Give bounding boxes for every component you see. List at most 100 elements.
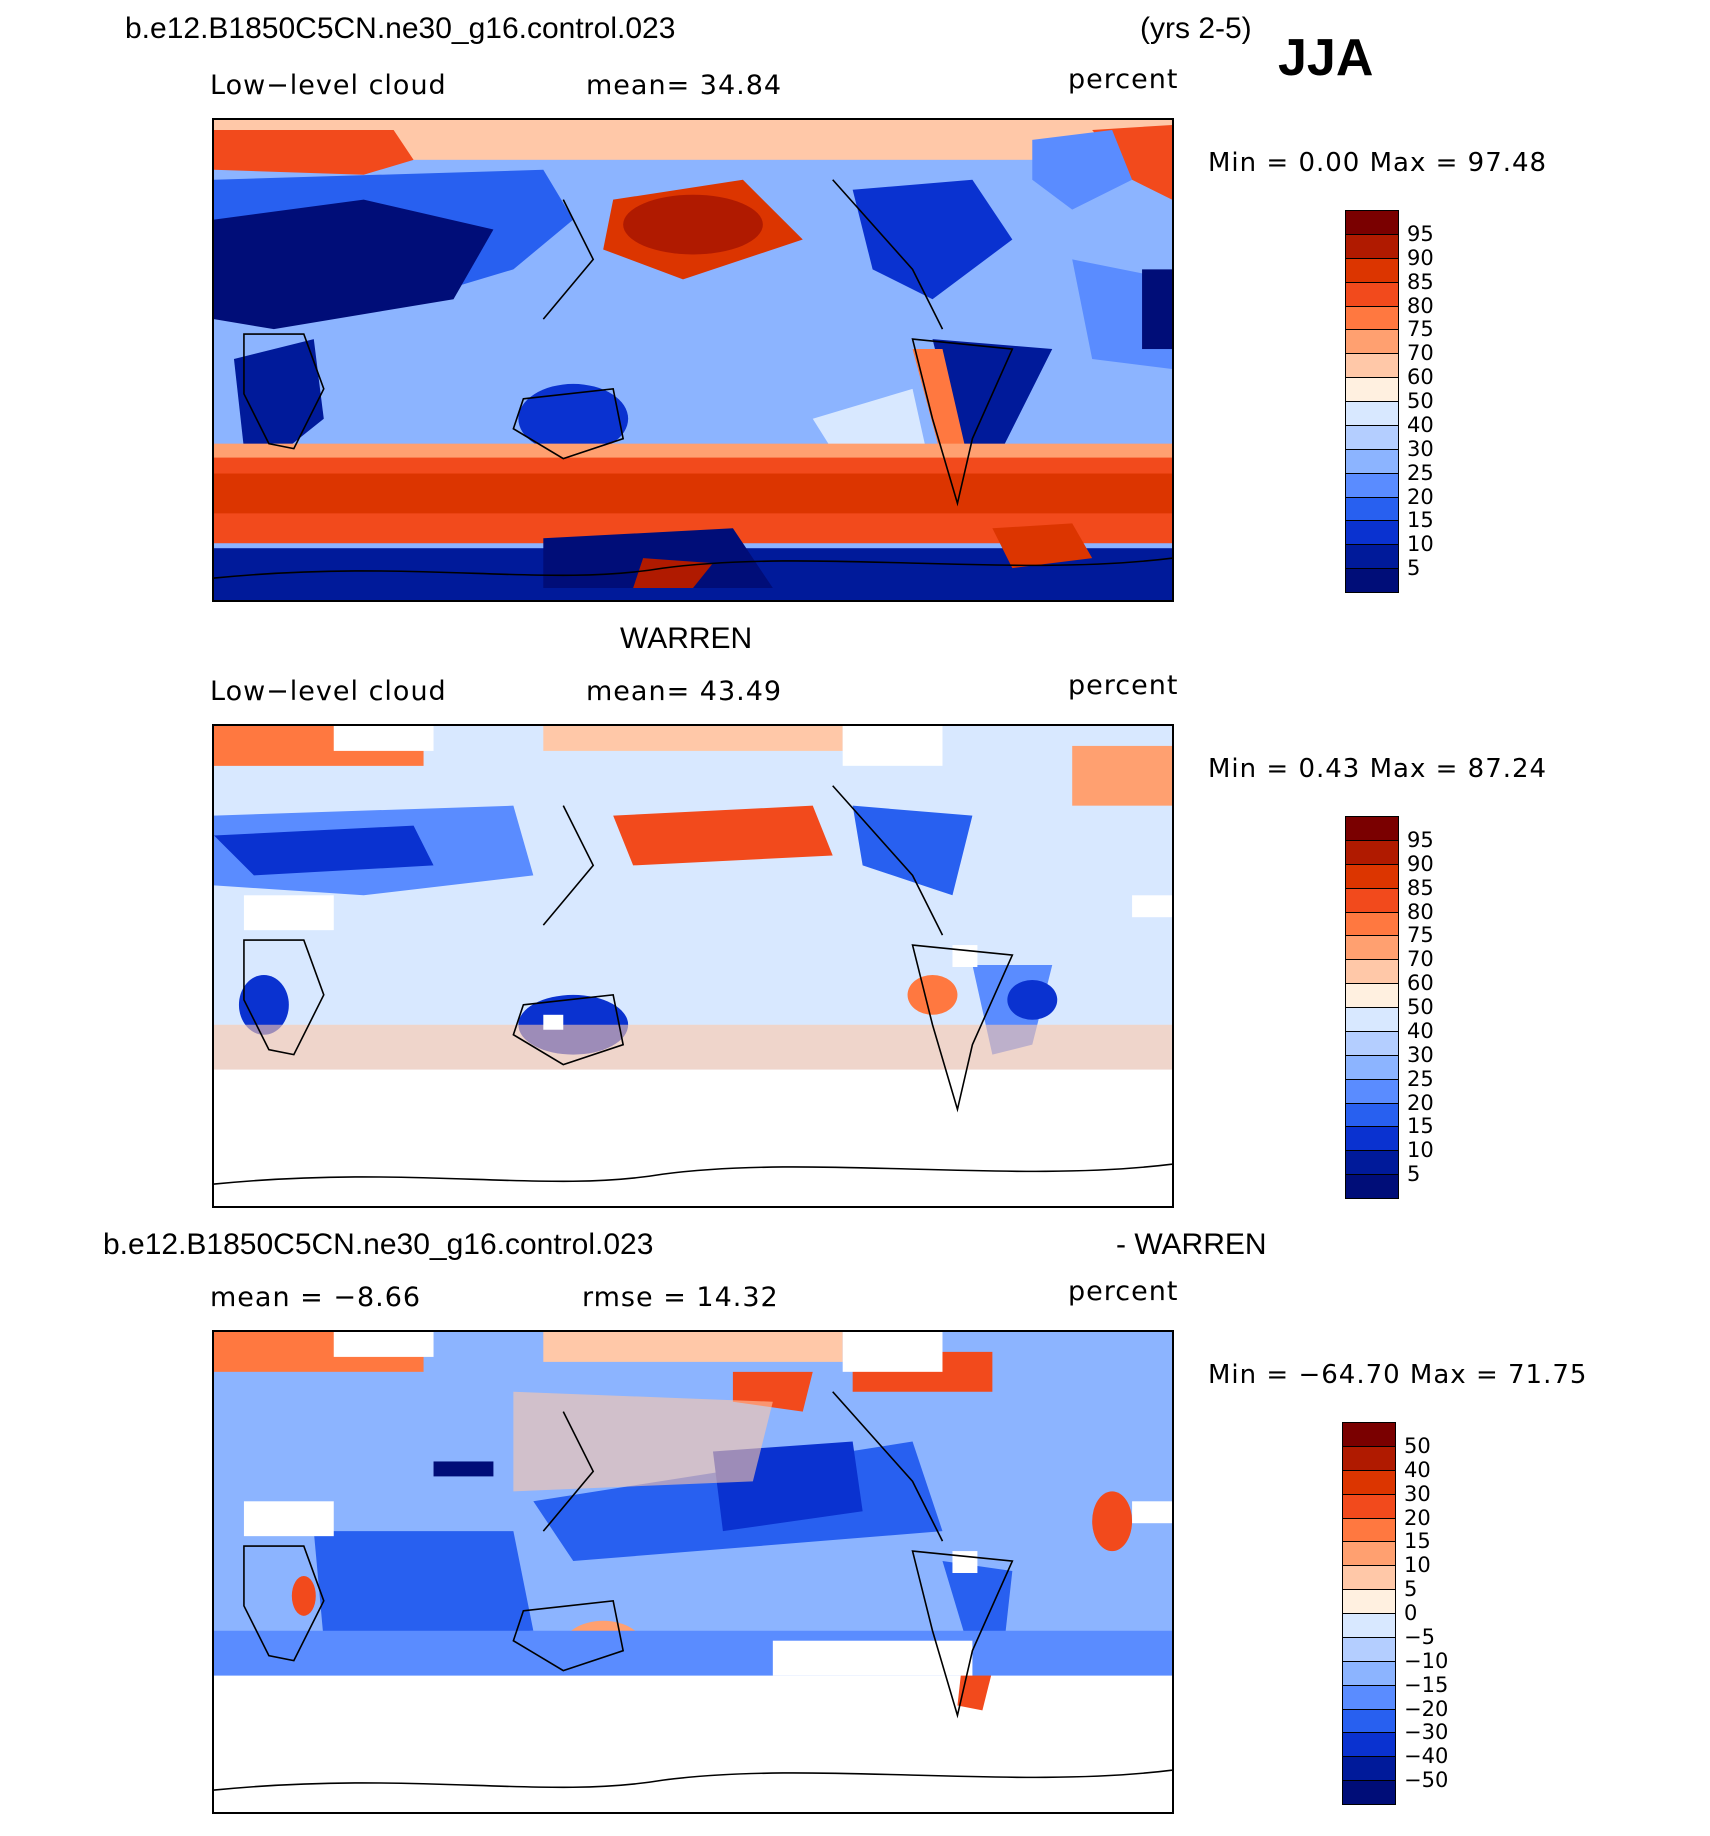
colorbar-swatch [1342,1541,1396,1567]
colorbar-label: 15 [1407,1114,1434,1139]
colorbar-swatch [1342,1780,1396,1805]
colorbar-label: 15 [1407,508,1434,533]
colorbar-label: −5 [1404,1624,1435,1649]
panel2-mean: mean= 43.49 [586,676,783,707]
colorbar-swatch [1345,816,1399,841]
colorbar-swatch [1345,544,1399,570]
colorbar-label: 40 [1407,1018,1434,1043]
colorbar-swatch [1345,1150,1399,1176]
colorbar-label: 85 [1407,269,1434,294]
colorbar-swatch [1345,863,1399,889]
colorbar-label: −30 [1404,1720,1449,1745]
panel2-map [212,724,1174,1208]
colorbar-label: 40 [1404,1457,1431,1482]
panel2-title: WARREN [620,622,753,655]
colorbar-label: 5 [1407,1162,1421,1187]
colorbar-label: 10 [1407,532,1434,557]
colorbar-swatch [1345,353,1399,379]
colorbar-swatch [1345,1030,1399,1056]
colorbar-swatch [1345,1126,1399,1152]
colorbar-label: −10 [1404,1648,1449,1673]
colorbar-label: 50 [1407,995,1434,1019]
colorbar-swatch [1342,1636,1396,1662]
colorbar-label: 80 [1407,293,1434,318]
colorbar-label: 0 [1404,1601,1418,1625]
colorbar-swatch [1345,233,1399,259]
colorbar-swatch [1345,401,1399,426]
colorbar-swatch [1345,1174,1399,1199]
colorbar-swatch [1342,1493,1396,1519]
colorbar-label: 10 [1407,1138,1434,1163]
colorbar-swatch [1345,281,1399,307]
colorbar-label: 90 [1407,851,1434,876]
colorbar-label: 20 [1407,484,1434,509]
colorbar-swatch [1345,1078,1399,1104]
colorbar-label: 20 [1407,1090,1434,1115]
colorbar-swatch [1342,1684,1396,1710]
colorbar-label: 40 [1407,412,1434,437]
panel1-map [212,118,1174,602]
colorbar-swatch [1342,1708,1396,1734]
colorbar-label: 75 [1407,923,1434,948]
panel2-units: percent [1068,670,1179,701]
colorbar-swatch [1345,210,1399,235]
colorbar-swatch [1345,983,1399,1008]
season-label: JJA [1278,29,1374,87]
panel3-colorbar: 50 40 30 20 15 10 5 0 −5 −10 −15 −20 −30 −40 −50 [1342,1422,1462,1805]
colorbar-swatch [1345,1054,1399,1080]
panel2-variable: Low−level cloud [210,676,447,707]
colorbar-label: 5 [1404,1577,1418,1602]
panel3-map [212,1330,1174,1814]
colorbar-label: 30 [1404,1481,1431,1506]
panel3-title-right: - WARREN [1116,1228,1267,1261]
colorbar-swatch [1342,1756,1396,1782]
panel2-minmax: Min = 0.43 Max = 87.24 [1208,754,1548,784]
colorbar-label: 90 [1407,245,1434,270]
colorbar-label: 25 [1407,460,1434,485]
colorbar-label: 30 [1407,436,1434,461]
colorbar-swatch [1345,520,1399,546]
panel1-map-field [214,120,1172,600]
colorbar-swatch [1345,935,1399,961]
colorbar-swatch [1345,472,1399,498]
panel1-colorbar: 95 90 85 80 75 70 60 50 40 30 25 20 15 10 5 [1345,210,1465,593]
colorbar-swatch [1345,887,1399,913]
colorbar-label: 85 [1407,875,1434,900]
panel3-title-left: b.e12.B1850C5CN.ne30_g16.control.023 [103,1228,654,1261]
colorbar-label: 10 [1404,1553,1431,1578]
colorbar-swatch [1342,1613,1396,1638]
colorbar-label: −50 [1404,1768,1449,1793]
colorbar-swatch [1345,377,1399,402]
colorbar-swatch [1345,1007,1399,1032]
years-label: (yrs 2-5) [1140,12,1252,45]
colorbar-swatch [1345,448,1399,474]
colorbar-swatch [1345,911,1399,937]
colorbar-swatch [1342,1517,1396,1543]
colorbar-swatch [1345,1102,1399,1128]
panel3-rmse: rmse = 14.32 [582,1282,779,1313]
colorbar-swatch [1342,1589,1396,1614]
panel2-colorbar: 95 90 85 80 75 70 60 50 40 30 25 20 15 10 5 [1345,816,1465,1199]
colorbar-label: 50 [1404,1433,1431,1458]
colorbar-swatch [1345,329,1399,355]
colorbar-swatch [1342,1445,1396,1471]
panel1-variable: Low−level cloud [210,70,447,101]
colorbar-label: 95 [1407,827,1434,852]
colorbar-swatch [1345,424,1399,450]
colorbar-swatch [1345,257,1399,283]
colorbar-swatch [1345,839,1399,865]
colorbar-label: 25 [1407,1066,1434,1091]
case-name-title: b.e12.B1850C5CN.ne30_g16.control.023 [125,12,676,45]
colorbar-swatch [1342,1732,1396,1758]
colorbar-swatch [1345,959,1399,985]
panel3-units: percent [1068,1276,1179,1307]
colorbar-label: −40 [1404,1744,1449,1769]
colorbar-label: 80 [1407,899,1434,924]
colorbar-swatch [1342,1469,1396,1495]
colorbar-label: 60 [1407,365,1434,390]
colorbar-label: 75 [1407,317,1434,342]
colorbar-label: 5 [1407,556,1421,581]
colorbar-swatch [1342,1422,1396,1447]
panel1-mean: mean= 34.84 [586,70,783,101]
colorbar-label: 20 [1404,1505,1431,1530]
